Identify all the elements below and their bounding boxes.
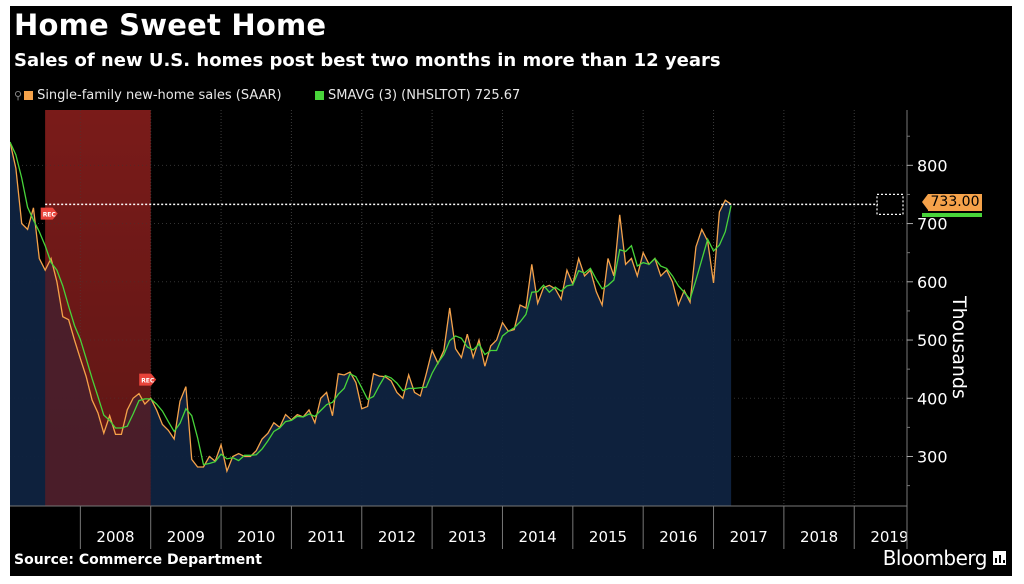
last-value-label: 733.00 — [922, 194, 982, 211]
y-tick-label: 500 — [917, 331, 948, 350]
x-tick-label: 2015 — [589, 528, 627, 546]
y-tick-label: 400 — [917, 389, 948, 408]
area-fill — [10, 142, 732, 506]
x-tick-label: 2017 — [730, 528, 768, 546]
series-line-sma — [10, 141, 732, 466]
x-tick-label: 2012 — [378, 528, 416, 546]
x-tick-label: 2011 — [307, 528, 345, 546]
legend-swatch-sma — [315, 91, 324, 100]
sma-last-value-bar — [922, 213, 982, 217]
x-tick-label: 2013 — [448, 528, 486, 546]
chart-bars-icon — [993, 551, 1006, 565]
legend-swatch-sales — [24, 91, 34, 100]
series-line-sales — [10, 141, 732, 474]
x-tick-label: 2009 — [167, 528, 205, 546]
rec-marker-start — [40, 207, 58, 220]
line-chart: REC REC 2008 2009 2010 2011 2012 2013 2014 2015 20… — [10, 110, 948, 549]
rec-marker-end — [139, 373, 157, 386]
x-tick-label: 2014 — [519, 528, 557, 546]
reference-box — [876, 193, 904, 215]
legend-label-sma: SMAVG (3) (NHSLTOT) 725.67 — [328, 88, 521, 103]
rec-marker-end-label: REC — [141, 378, 155, 385]
y-axis-label: Thousands — [948, 296, 970, 399]
x-tick-label: 2016 — [659, 528, 697, 546]
y-tick-label: 600 — [917, 273, 948, 292]
x-tick-label: 2010 — [237, 528, 275, 546]
y-tick-label: 700 — [917, 215, 948, 234]
legend-label-sales: Single-family new-home sales (SAAR) — [37, 88, 282, 103]
recession-overlay — [45, 110, 151, 506]
y-tick-label: 300 — [917, 448, 948, 467]
x-tick-label: 2008 — [96, 528, 134, 546]
x-tick-label: 2019 — [870, 528, 908, 546]
brand-logo: Bloomberg — [883, 546, 1006, 570]
chart-panel: Home Sweet Home Sales of new U.S. homes … — [10, 6, 1012, 576]
legend-sma: SMAVG (3) (NHSLTOT) 725.67 — [315, 88, 520, 103]
brand-name: Bloomberg — [882, 546, 988, 570]
chart-title: Home Sweet Home — [14, 8, 327, 42]
x-tick-label: 2018 — [800, 528, 838, 546]
pin-icon: ⚲ — [14, 89, 23, 102]
source-note: Source: Commerce Department — [14, 552, 262, 568]
chart-subtitle: Sales of new U.S. homes post best two mo… — [14, 50, 721, 71]
legend-sales: ⚲ Single-family new-home sales (SAAR) — [14, 88, 282, 103]
y-tick-label: 800 — [917, 156, 948, 175]
rec-marker-start-label: REC — [43, 212, 57, 219]
